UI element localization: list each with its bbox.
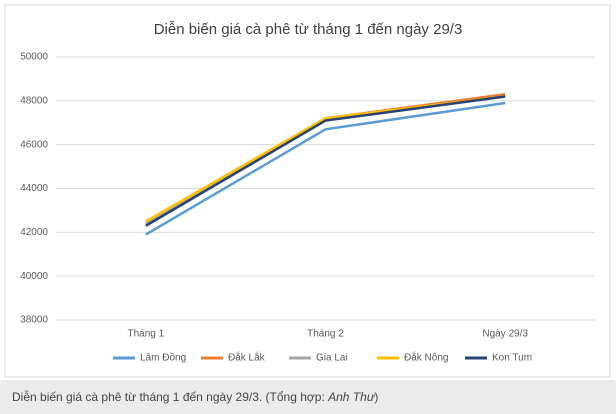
series-line bbox=[145, 95, 506, 227]
y-tick-label: 42000 bbox=[20, 227, 48, 238]
x-tick-label: Ngày 29/3 bbox=[482, 329, 528, 340]
caption-author: Anh Thư bbox=[328, 390, 375, 404]
legend-label: Gia Lai bbox=[316, 353, 348, 364]
y-tick-label: 38000 bbox=[20, 315, 48, 326]
legend-label: Đắk Lắk bbox=[228, 351, 266, 364]
chart-frame bbox=[4, 4, 611, 378]
y-tick-label: 46000 bbox=[20, 139, 48, 150]
series-line bbox=[145, 101, 506, 236]
caption: Diễn biến giá cà phê từ tháng 1 đến ngày… bbox=[0, 380, 616, 414]
y-tick-label: 50000 bbox=[20, 52, 48, 63]
x-tick-label: Tháng 2 bbox=[307, 329, 344, 340]
legend-label: Đắk Nông bbox=[404, 351, 448, 364]
legend-label: Kon Tum bbox=[492, 353, 532, 364]
y-tick-label: 44000 bbox=[20, 183, 48, 194]
caption-close: ) bbox=[374, 390, 379, 404]
x-tick-label: Tháng 1 bbox=[127, 329, 164, 340]
caption-text: Diễn biến giá cà phê từ tháng 1 đến ngày… bbox=[12, 390, 329, 404]
y-tick-label: 40000 bbox=[20, 271, 48, 282]
chart: Diễn biến giá cà phê từ tháng 1 đến ngày… bbox=[4, 4, 611, 378]
chart-title: Diễn biến giá cà phê từ tháng 1 đến ngày… bbox=[154, 21, 463, 38]
legend-label: Lâm Đồng bbox=[140, 352, 186, 364]
y-tick-label: 48000 bbox=[20, 95, 48, 106]
